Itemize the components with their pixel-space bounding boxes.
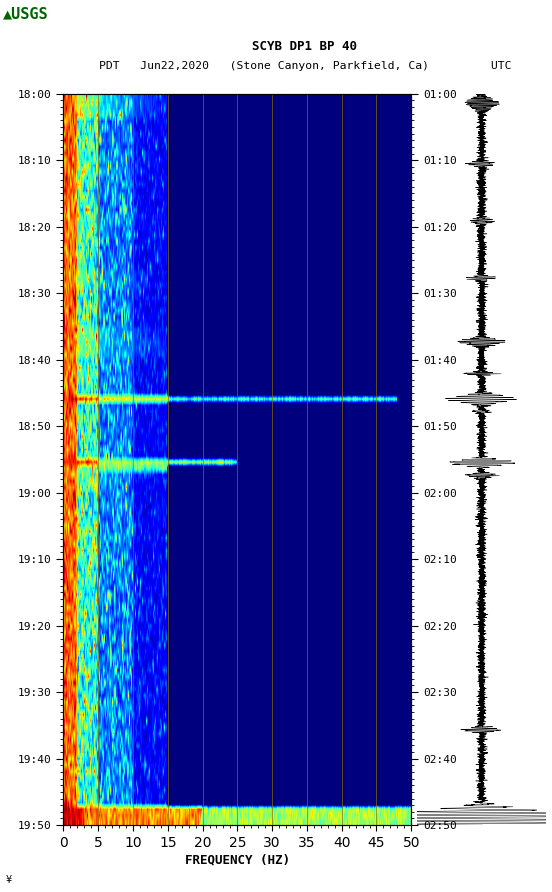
Text: PDT   Jun22,2020   (Stone Canyon, Parkfield, Ca)         UTC: PDT Jun22,2020 (Stone Canyon, Parkfield,…	[99, 61, 511, 70]
X-axis label: FREQUENCY (HZ): FREQUENCY (HZ)	[185, 854, 290, 867]
Text: ¥: ¥	[6, 875, 12, 885]
Text: ▲USGS: ▲USGS	[3, 6, 49, 21]
Text: SCYB DP1 BP 40: SCYB DP1 BP 40	[252, 40, 358, 54]
